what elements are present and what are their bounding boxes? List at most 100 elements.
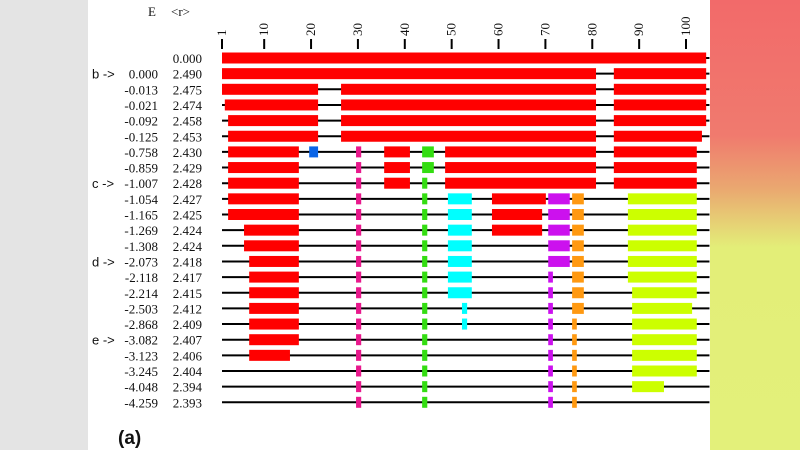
r-value: 2.425 <box>173 208 202 223</box>
segment-bar <box>356 396 362 408</box>
segment-bar <box>341 115 597 127</box>
segment-bar <box>447 240 472 252</box>
segment-bar <box>249 271 299 283</box>
segment-bar <box>632 302 693 314</box>
energy-value: -3.123 <box>124 348 158 363</box>
r-value: 2.458 <box>173 114 202 129</box>
segment-bar <box>627 240 697 252</box>
segment-bar <box>244 224 299 236</box>
segment-bar <box>613 68 707 80</box>
segment-bar <box>249 318 299 330</box>
segment-bar <box>548 209 570 220</box>
energy-value: 0.000 <box>129 67 158 82</box>
panel-label: (a) <box>118 428 141 449</box>
r-value: 2.394 <box>173 380 203 395</box>
segment-bar <box>627 271 697 283</box>
r-value: 2.453 <box>173 129 202 144</box>
segment-bar <box>422 287 428 299</box>
tick-label: 80 <box>584 23 599 36</box>
segment-bar <box>244 240 299 252</box>
energy-value: -0.092 <box>124 114 158 129</box>
row: -1.269 2.424 <box>124 223 710 238</box>
segment-bar <box>461 318 468 330</box>
segment-bar <box>356 240 362 252</box>
segment-bar <box>548 365 553 377</box>
row: e -> -3.082 2.407 <box>92 333 710 348</box>
segment-bar <box>356 271 362 283</box>
segment-bar <box>341 83 597 95</box>
segment-bar <box>447 287 472 299</box>
tick-label: 60 <box>491 23 506 36</box>
segment-bar <box>632 349 697 361</box>
segment-bar <box>249 349 290 361</box>
segment-bar <box>384 146 410 158</box>
segment-bar <box>572 396 577 408</box>
segment-bar <box>491 193 546 205</box>
segment-bar <box>632 365 697 377</box>
energy-value: -2.214 <box>124 286 158 301</box>
r-column-header: <r> <box>171 4 190 19</box>
segment-bar <box>572 224 584 236</box>
r-value: 2.430 <box>173 145 202 160</box>
row: -2.868 2.409 <box>124 317 710 332</box>
residue-axis: 1 10 20 30 40 50 60 70 80 90 100 <box>214 17 693 49</box>
segment-bar <box>461 302 468 314</box>
row: -3.245 2.404 <box>124 364 710 379</box>
segment-bar <box>356 302 362 314</box>
segment-bar <box>422 365 428 377</box>
r-value: 2.475 <box>173 82 202 97</box>
segment-bar <box>548 255 570 267</box>
r-value: 2.427 <box>173 192 203 207</box>
r-value: 2.429 <box>173 161 202 176</box>
segment-bar <box>572 381 577 393</box>
r-value: 2.409 <box>173 317 202 332</box>
row: -0.092 2.458 <box>124 114 710 129</box>
segment-bar <box>632 318 697 330</box>
r-value: 2.490 <box>173 67 202 82</box>
row: -2.503 2.412 <box>124 301 710 316</box>
r-value: 2.424 <box>173 223 203 238</box>
segment-bar <box>249 255 299 267</box>
segment-bar <box>445 146 597 158</box>
segment-bar <box>627 224 697 236</box>
energy-value: -1.308 <box>124 239 158 254</box>
tick-label: 40 <box>397 23 412 36</box>
segment-bar <box>572 271 584 283</box>
r-value: 2.404 <box>173 364 203 379</box>
row: -1.054 2.427 <box>124 192 710 207</box>
segment-bar <box>228 162 299 174</box>
tick-label: 100 <box>678 17 693 37</box>
row-marker: b -> <box>92 67 115 82</box>
segment-bar <box>228 130 319 142</box>
energy-value: -1.054 <box>124 192 158 207</box>
energy-value: -3.245 <box>124 364 158 379</box>
r-value: 2.406 <box>173 348 203 363</box>
row: -0.125 2.453 <box>124 129 710 144</box>
tick-label: 90 <box>631 23 646 36</box>
energy-value: -4.048 <box>124 380 158 395</box>
segment-bar <box>249 287 299 299</box>
right-margin <box>710 0 800 450</box>
segment-bar <box>422 209 428 220</box>
r-value: 2.393 <box>173 395 202 410</box>
segment-bar <box>356 224 362 236</box>
segment-bar <box>356 177 362 189</box>
row: -0.021 2.474 <box>124 98 710 113</box>
segment-bar <box>228 146 299 158</box>
segment-bar <box>572 287 584 299</box>
energy-value: -0.758 <box>124 145 158 160</box>
segment-bar <box>356 255 362 267</box>
row: -4.259 2.393 <box>124 395 710 410</box>
r-value: 2.412 <box>173 301 202 316</box>
row: -0.758 2.430 <box>124 145 710 160</box>
segment-bar <box>356 381 362 393</box>
segment-bar <box>422 240 428 252</box>
segment-bar <box>228 115 319 127</box>
r-value: 2.418 <box>173 254 202 269</box>
energy-value: -1.165 <box>124 208 158 223</box>
segment-bar <box>491 209 543 220</box>
segment-bar <box>422 162 434 174</box>
segment-bar <box>422 318 428 330</box>
segment-bar <box>341 99 597 111</box>
